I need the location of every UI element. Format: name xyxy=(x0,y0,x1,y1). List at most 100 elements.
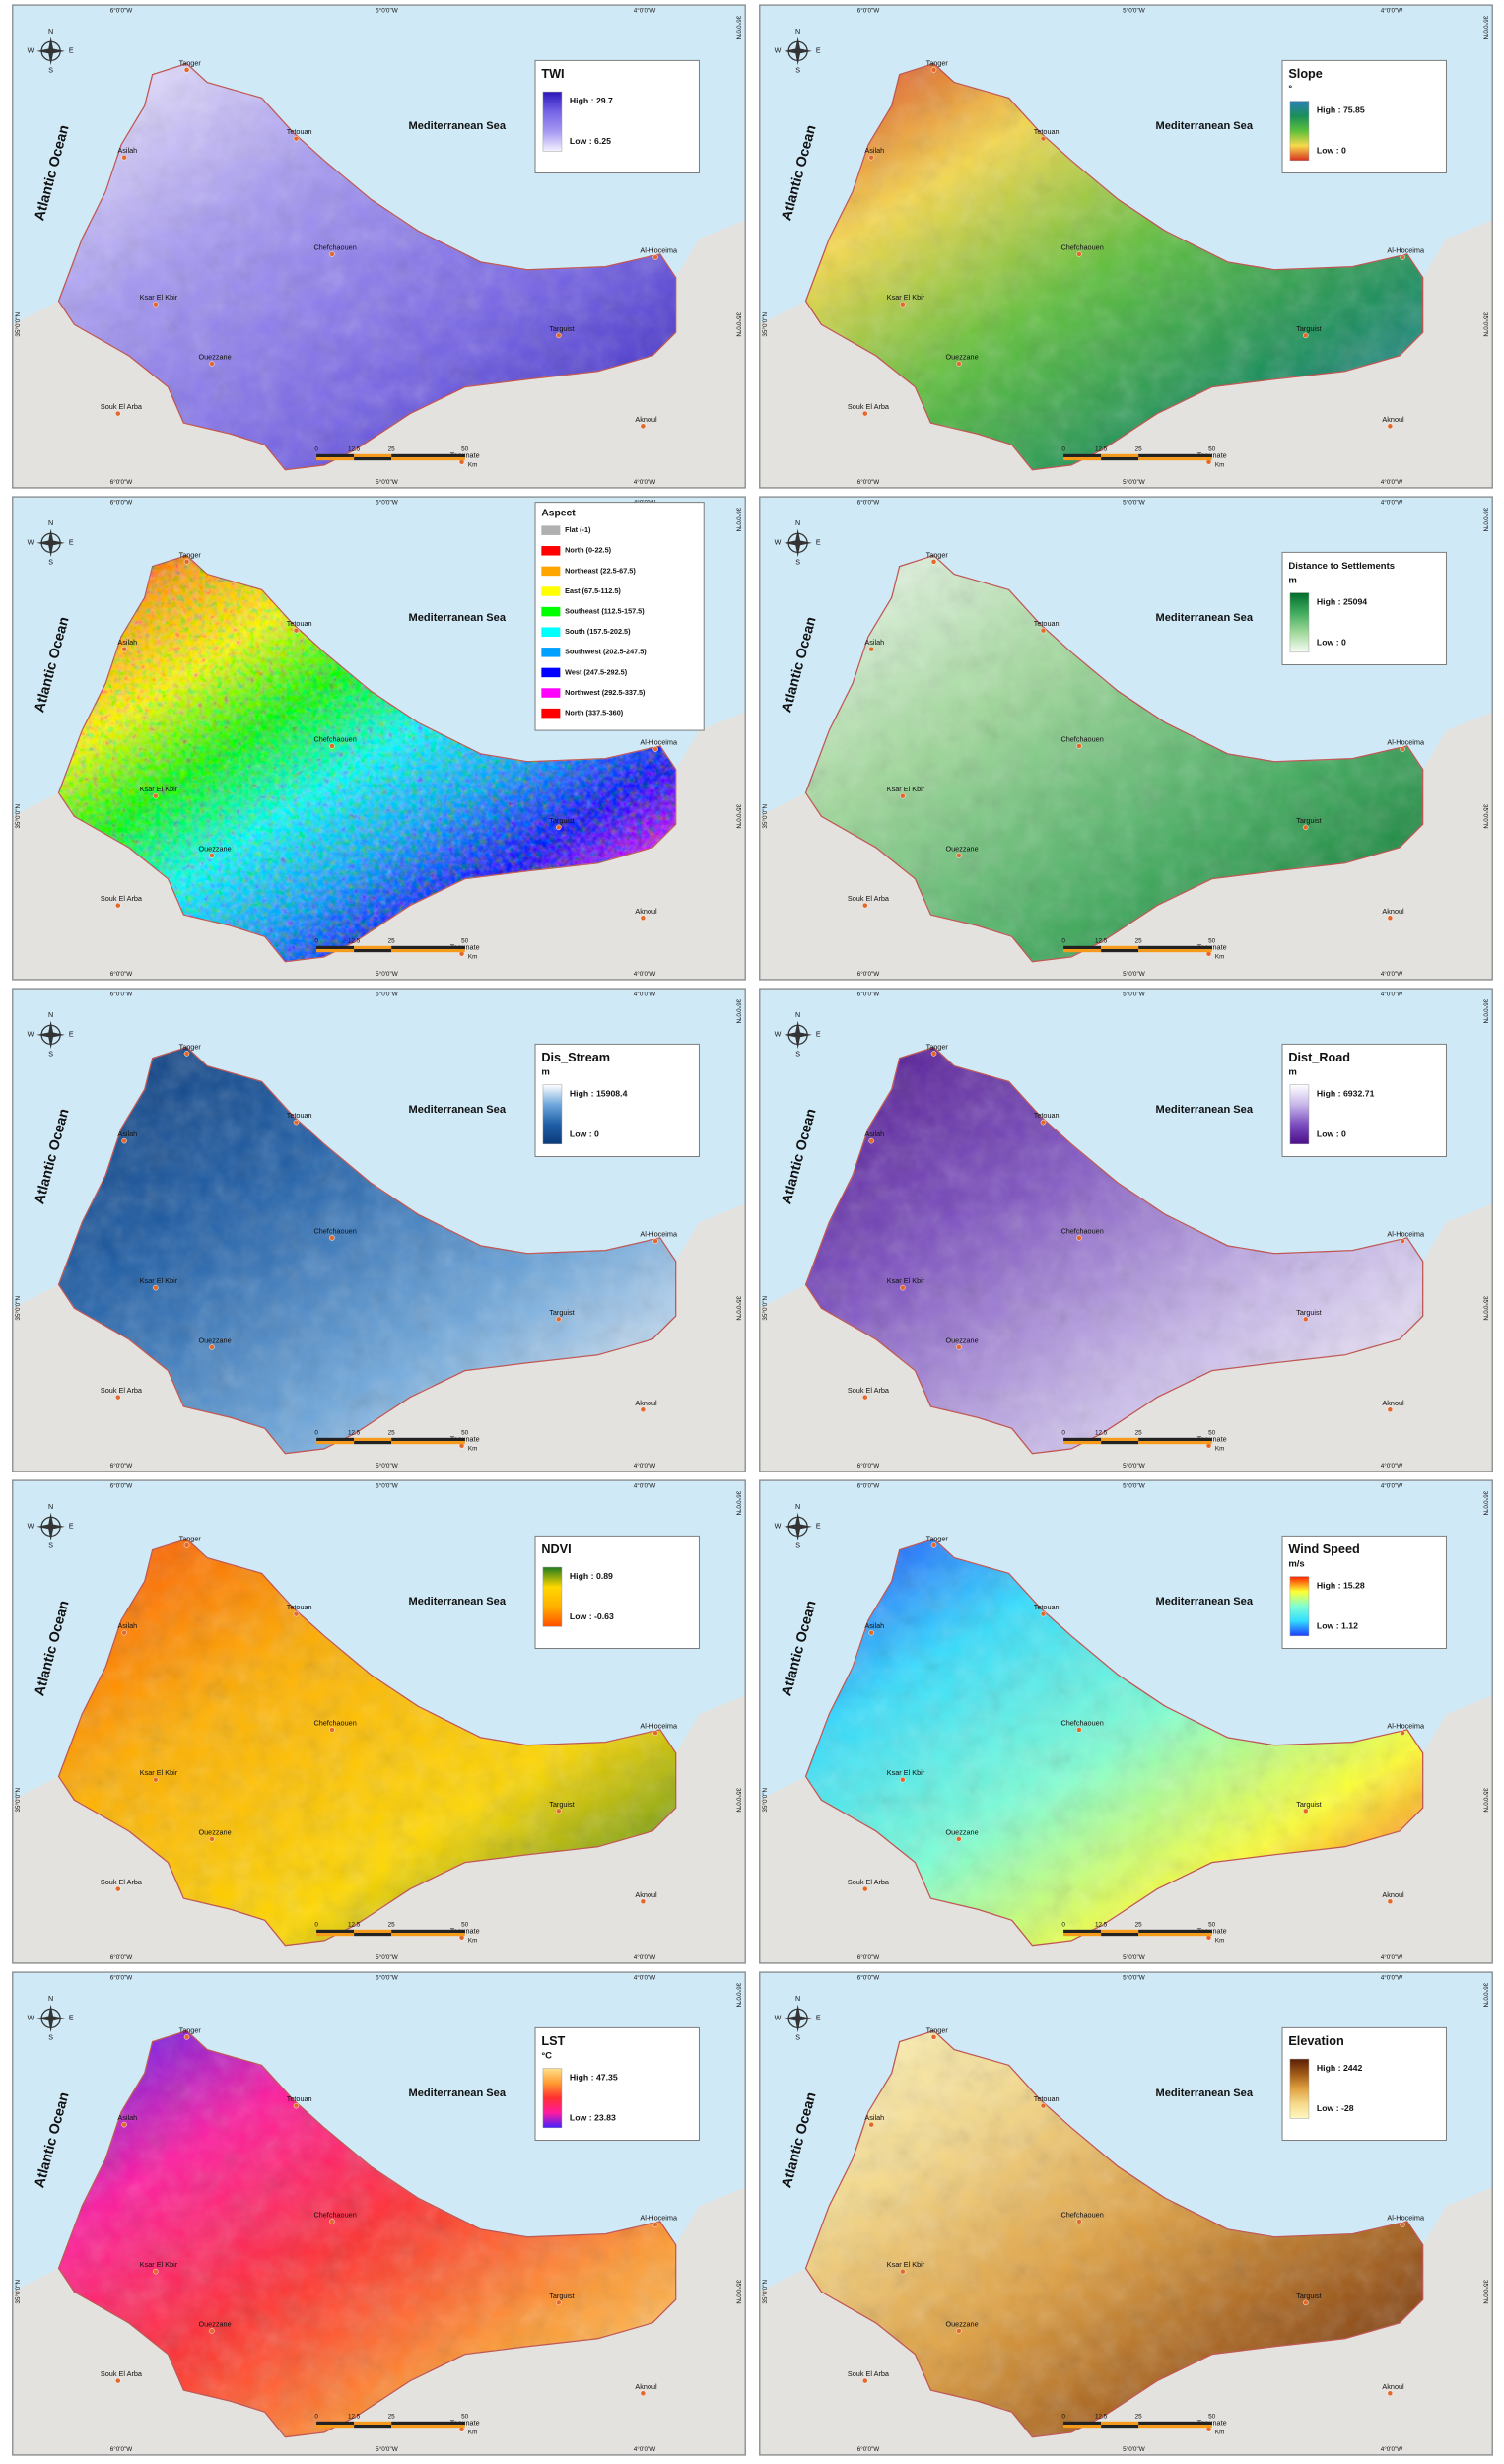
longitude-label: 4°0'0"W xyxy=(1381,6,1403,14)
legend-label: Southeast (112.5-157.5) xyxy=(565,607,645,616)
latitude-label: 35°0'0"N xyxy=(761,2280,769,2304)
scale-label: 50 xyxy=(1208,1922,1216,1929)
scale-segment xyxy=(1138,1929,1212,1933)
place-dot xyxy=(556,1316,562,1323)
place-dot xyxy=(1303,824,1309,831)
place-dot xyxy=(868,1629,874,1636)
longitude-label: 4°0'0"W xyxy=(634,6,656,14)
place-dot xyxy=(121,1137,127,1144)
compass-star xyxy=(784,528,812,558)
legend-label: Northwest (292.5-337.5) xyxy=(565,688,646,697)
place-label: Asilah xyxy=(864,1129,884,1138)
scale-label: 0 xyxy=(1061,446,1065,453)
place-dot xyxy=(640,1898,647,1905)
place-dot xyxy=(868,154,874,161)
scale-label: 12.5 xyxy=(1095,1922,1108,1929)
place-dot xyxy=(329,251,335,257)
place-dot xyxy=(1303,2299,1309,2306)
scale-label: 50 xyxy=(1208,446,1216,453)
legend-label: South (157.5-202.5) xyxy=(565,627,631,636)
place-dot xyxy=(930,1542,937,1548)
legend-label: Southwest (202.5-247.5) xyxy=(565,648,647,656)
place-dot xyxy=(121,646,127,652)
compass-letter: N xyxy=(795,28,800,35)
legend-box xyxy=(1281,1535,1447,1649)
sea-label: Mediterranean Sea xyxy=(1155,2088,1253,2099)
frame xyxy=(12,4,746,489)
place-label: Ouezzane xyxy=(945,1827,978,1836)
map-panel: 6°0'0"W 6°0'0"W 5°0'0"W 5°0'0"W 4°0'0"W 4°0'0… xyxy=(759,496,1493,981)
longitude-label: 4°0'0"W xyxy=(634,1481,656,1489)
legend-title: Dist_Road xyxy=(1288,1051,1350,1064)
scale-segment xyxy=(391,456,465,461)
place-label: Al-Hoceima xyxy=(640,1722,678,1731)
longitude-label: 5°0'0"W xyxy=(1123,478,1145,486)
latitude-label: 35°0'0"N xyxy=(761,1788,769,1813)
longitude-label: 4°0'0"W xyxy=(634,1953,656,1961)
longitude-label: 5°0'0"W xyxy=(376,2445,398,2453)
scale-segment xyxy=(1101,456,1139,461)
scale-segment xyxy=(354,1440,392,1445)
place-label: Al-Hoceima xyxy=(640,738,678,747)
scale-label: 12.5 xyxy=(348,938,361,945)
longitude-label: 6°0'0"W xyxy=(857,478,880,486)
longitude-label: 4°0'0"W xyxy=(1381,1462,1403,1470)
compass-letter: E xyxy=(816,1031,821,1039)
scale-segment xyxy=(1138,1437,1212,1441)
place-dot xyxy=(209,1836,215,1842)
place-label: Targuist xyxy=(1296,2292,1322,2300)
legend-low: Low : 6.25 xyxy=(570,136,611,146)
scale-label: 50 xyxy=(461,938,469,945)
compass-star xyxy=(784,2004,812,2033)
place-dot xyxy=(183,2034,190,2040)
legend-high: High : 15908.4 xyxy=(570,1088,628,1098)
compass-letter: E xyxy=(69,2015,74,2022)
compass-letter: W xyxy=(28,539,34,547)
place-dot xyxy=(956,1344,962,1350)
place-label: Tanger xyxy=(926,58,949,67)
legend-title: LST xyxy=(541,2034,565,2048)
legend-title: Slope xyxy=(1288,67,1323,81)
place-dot xyxy=(1387,423,1394,430)
place-label: Targuist xyxy=(1296,324,1322,333)
legend-label: North (337.5-360) xyxy=(565,709,624,718)
scale-segment xyxy=(391,1440,465,1445)
latitude-label: 35°0'0"N xyxy=(1481,2280,1489,2304)
place-label: Tanger xyxy=(926,1042,949,1051)
compass-star xyxy=(36,528,65,558)
place-label: Asilah xyxy=(864,638,884,647)
place-label: Chefchaouen xyxy=(1060,243,1103,252)
sea-label: Mediterranean Sea xyxy=(408,1104,506,1116)
place-label: Al-Hoceima xyxy=(640,2214,678,2223)
longitude-label: 5°0'0"W xyxy=(376,1462,398,1470)
place-label: Ouezzane xyxy=(945,1335,978,1344)
place-label: Taounate xyxy=(1197,1434,1227,1443)
place-label: Targuist xyxy=(1296,816,1322,825)
place-dot xyxy=(1040,627,1047,634)
place-label: Chefchaouen xyxy=(313,243,356,252)
scale-segment xyxy=(1101,453,1139,457)
place-dot xyxy=(862,902,868,909)
longitude-label: 5°0'0"W xyxy=(1123,2445,1145,2453)
longitude-label: 6°0'0"W xyxy=(110,990,133,997)
place-label: Tetouan xyxy=(287,2094,312,2103)
place-dot xyxy=(153,2268,159,2275)
longitude-label: 6°0'0"W xyxy=(857,2445,880,2453)
frame xyxy=(12,1971,746,2456)
longitude-label: 5°0'0"W xyxy=(1123,1481,1145,1489)
place-dot xyxy=(1040,2102,1047,2109)
scale-segment xyxy=(1101,948,1139,953)
compass-letter: N xyxy=(795,519,800,527)
compass-star xyxy=(36,1512,65,1541)
legend-title: Aspect xyxy=(541,508,576,518)
land xyxy=(12,220,746,489)
longitude-label: 4°0'0"W xyxy=(1381,1481,1403,1489)
scale-segment xyxy=(316,1929,355,1933)
legend-low: Low : 0 xyxy=(1317,1129,1346,1139)
place-label: Chefchaouen xyxy=(1060,1227,1103,1236)
legend-label: North (0-22.5) xyxy=(565,546,612,555)
compass-letter: S xyxy=(48,1542,53,1550)
scale-label: 12.5 xyxy=(1095,446,1108,453)
longitude-label: 6°0'0"W xyxy=(110,498,133,506)
legend-box xyxy=(1281,1043,1447,1157)
